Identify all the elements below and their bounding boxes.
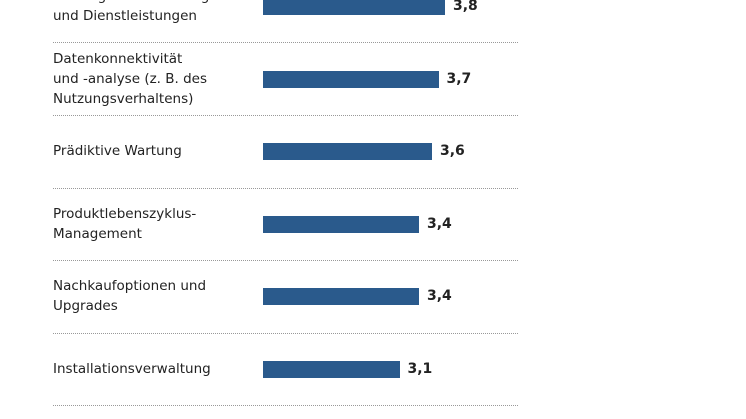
value-label: 3,4 <box>427 288 452 305</box>
row-divider <box>53 405 518 407</box>
value-label: 3,4 <box>427 215 452 232</box>
category-label: Nachkaufoptionen und Upgrades <box>53 276 253 316</box>
category-label-line: Umfangreiche Wartung <box>53 0 253 6</box>
category-label-line: und Dienstleistungen <box>53 8 197 24</box>
category-label-line: Upgrades <box>53 298 118 315</box>
bar <box>263 288 419 306</box>
category-label-line: Management <box>53 225 142 242</box>
category-label: Produktlebenszyklus- Management <box>53 204 253 244</box>
category-label-line: Datenkonnektivität <box>53 50 183 67</box>
category-label-line: Produktlebenszyklus- <box>53 205 197 222</box>
value-label: 3,7 <box>446 70 472 87</box>
category-label: Umfangreiche Wartung und Dienstleistungen <box>53 0 253 26</box>
bar <box>263 70 439 88</box>
category-label-line: Installationsverwaltung <box>53 361 211 377</box>
value-label: 3,6 <box>440 143 465 160</box>
category-label: Datenkonnektivität und -analyse (z. B. de… <box>53 49 253 109</box>
row-divider <box>53 114 518 116</box>
value-label: 3,8 <box>453 0 478 14</box>
category-label-line: Nutzungsverhaltens) <box>53 90 194 107</box>
category-label: Installationsverwaltung <box>53 359 253 379</box>
row-divider <box>53 187 518 189</box>
bar <box>263 361 400 378</box>
bar <box>263 215 419 233</box>
category-label-line: Prädiktive Wartung <box>53 143 182 160</box>
category-label-line: Nachkaufoptionen und <box>53 278 207 295</box>
row-divider <box>53 42 518 44</box>
bar <box>263 143 432 161</box>
category-label: Prädiktive Wartung <box>53 141 253 161</box>
row-divider <box>53 260 518 262</box>
bar <box>263 0 445 15</box>
category-label-line: und -analyse (z. B. des <box>53 70 208 87</box>
value-label: 3,1 <box>407 361 433 377</box>
row-divider <box>53 332 518 334</box>
